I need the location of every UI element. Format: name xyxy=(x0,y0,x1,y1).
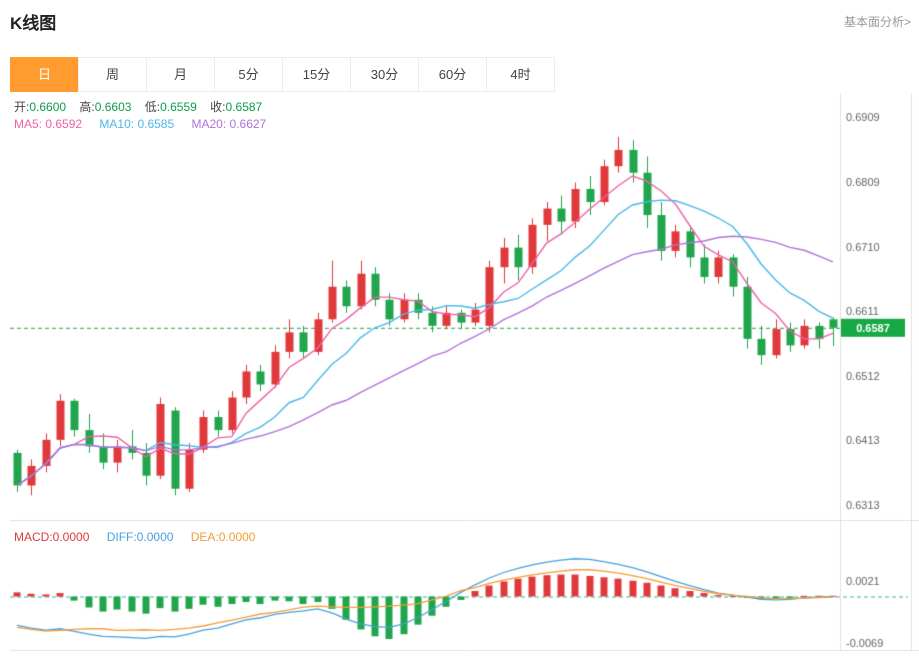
low-label: 低: xyxy=(144,100,161,114)
tab-day[interactable]: 日 xyxy=(10,57,79,92)
period-tabs: 日 周 月 5分 15分 30分 60分 4时 xyxy=(10,57,555,92)
ma-info: MA5: 0.6592 MA10: 0.6585 MA20: 0.6627 xyxy=(14,117,266,131)
close-value: 0.6587 xyxy=(225,100,263,114)
dea-value: 0.0000 xyxy=(218,530,256,544)
ohlc-info: 开:0.6600 高:0.6603 低:0.6559 收:0.6587 xyxy=(14,98,272,115)
open-value: 0.6600 xyxy=(29,100,67,114)
tab-month[interactable]: 月 xyxy=(146,57,215,92)
ma5-label: MA5: xyxy=(14,117,43,131)
macd-value: 0.0000 xyxy=(52,530,90,544)
diff-value: 0.0000 xyxy=(136,530,174,544)
tab-4hour[interactable]: 4时 xyxy=(486,57,555,92)
tab-week[interactable]: 周 xyxy=(78,57,147,92)
ma5-value: 0.6592 xyxy=(45,117,83,131)
close-label: 收: xyxy=(210,100,226,114)
high-value: 0.6603 xyxy=(94,100,132,114)
chart-area: 开:0.6600 高:0.6603 低:0.6559 收:0.6587 MA5:… xyxy=(0,93,919,657)
ma20-label: MA20: xyxy=(191,117,227,131)
dea-label: DEA: xyxy=(190,530,219,544)
kline-chart-canvas[interactable] xyxy=(0,93,919,657)
diff-label: DIFF: xyxy=(106,530,137,544)
macd-info: MACD:0.0000 DIFF:0.0000 DEA:0.0000 xyxy=(14,530,255,544)
tab-30min[interactable]: 30分 xyxy=(350,57,419,92)
ma20-value: 0.6627 xyxy=(229,117,267,131)
macd-label: MACD: xyxy=(14,530,53,544)
high-label: 高: xyxy=(79,100,95,114)
ma10-label: MA10: xyxy=(99,117,135,131)
ma10-value: 0.6585 xyxy=(137,117,175,131)
tab-60min[interactable]: 60分 xyxy=(418,57,487,92)
page-title: K线图 xyxy=(10,14,57,33)
tab-5min[interactable]: 5分 xyxy=(214,57,283,92)
open-label: 开: xyxy=(14,100,30,114)
tab-15min[interactable]: 15分 xyxy=(282,57,351,92)
low-value: 0.6559 xyxy=(160,100,197,114)
fundamental-analysis-link[interactable]: 基本面分析> xyxy=(843,15,911,29)
